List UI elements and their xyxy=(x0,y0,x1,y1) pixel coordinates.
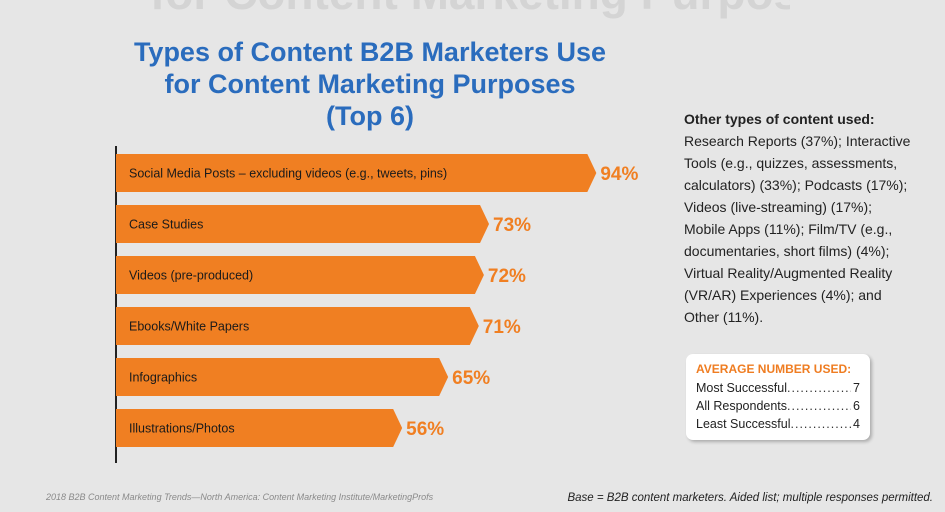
bar xyxy=(116,409,403,447)
base-note: Base = B2B content marketers. Aided list… xyxy=(567,492,933,504)
average-row-label: Most Successful xyxy=(696,381,788,395)
chart-title: Types of Content B2B Marketers Use for C… xyxy=(100,36,640,132)
average-number-box: AVERAGE NUMBER USED: Most Successful ...… xyxy=(686,354,870,440)
other-types-line: Virtual Reality/Augmented Reality xyxy=(684,265,893,281)
other-types-line: calculators) (33%); Podcasts (17%); xyxy=(684,177,908,193)
bar xyxy=(116,256,484,294)
average-row-value: 7 xyxy=(853,381,860,395)
category-label: Infographics xyxy=(129,371,197,385)
data-label: 94% xyxy=(600,164,638,185)
other-types-line: Research Reports (37%); Interactive xyxy=(684,133,911,149)
other-types-heading: Other types of content used: xyxy=(684,111,875,127)
category-label: Social Media Posts – excluding videos (e… xyxy=(129,167,447,181)
title-line-1: Types of Content B2B Marketers Use xyxy=(133,37,607,67)
average-title: AVERAGE NUMBER USED: xyxy=(696,362,852,376)
category-label: Illustrations/Photos xyxy=(129,422,235,436)
bar xyxy=(116,205,490,243)
average-row-label: Least Successful xyxy=(696,417,791,431)
title-line-3: (Top 6) xyxy=(326,101,414,131)
data-label: 65% xyxy=(452,368,490,389)
other-content-types: Other types of content used: Research Re… xyxy=(684,108,924,328)
other-types-line: Tools (e.g., quizzes, assessments, xyxy=(684,155,898,171)
average-row-least-successful: Least Successful .......................… xyxy=(696,415,860,433)
data-label: 72% xyxy=(488,266,526,287)
bar xyxy=(116,358,449,396)
other-types-line: Other (11%). xyxy=(684,309,764,325)
cut-off-heading: for Content Marketing Purposes xyxy=(150,0,790,20)
category-label: Case Studies xyxy=(129,218,203,232)
data-label: 71% xyxy=(483,317,521,338)
bar xyxy=(116,154,597,192)
average-row-most-successful: Most Successful ........................… xyxy=(696,379,860,397)
category-label: Ebooks/White Papers xyxy=(129,320,249,334)
bar xyxy=(116,307,479,345)
bar-chart: Social Media Posts – excluding videos (e… xyxy=(115,146,638,463)
data-label: 73% xyxy=(493,215,531,236)
average-row-all-respondents: All Respondents ........................… xyxy=(696,397,860,415)
title-line-2: for Content Marketing Purposes xyxy=(164,69,576,99)
source-citation: 2018 B2B Content Marketing Trends—North … xyxy=(46,492,434,502)
average-row-label: All Respondents xyxy=(696,399,788,413)
dot-leader: ...................................... xyxy=(790,417,852,431)
other-types-line: Videos (live-streaming) (17%); xyxy=(684,199,873,215)
average-row-value: 6 xyxy=(853,399,860,413)
average-row-value: 4 xyxy=(853,417,860,431)
other-types-line: documentaries, short films) (4%); xyxy=(684,243,890,259)
dot-leader: ...................................... xyxy=(787,399,851,413)
dot-leader: ...................................... xyxy=(787,381,851,395)
other-types-line: Mobile Apps (11%); Film/TV (e.g., xyxy=(684,221,893,237)
category-label: Videos (pre-produced) xyxy=(129,269,253,283)
data-label: 56% xyxy=(406,419,444,440)
other-types-line: (VR/AR) Experiences (4%); and xyxy=(684,287,882,303)
